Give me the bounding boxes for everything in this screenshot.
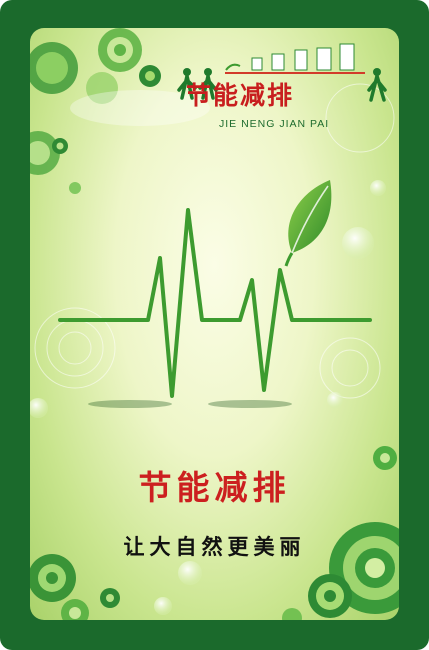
decorative-circles-top-left	[30, 28, 161, 194]
logo-figures-icon	[177, 43, 387, 102]
bubbles	[30, 180, 386, 615]
pulse-line-icon	[58, 180, 372, 408]
logo-subtitle: JIE NENG JIAN PAI	[219, 118, 330, 130]
faint-rings	[34, 83, 395, 399]
decorative-circles-bottom-right	[282, 446, 399, 620]
cloud-shape	[70, 90, 210, 126]
background-decoration	[30, 28, 399, 620]
headline: 节能减排	[138, 468, 291, 507]
slogan: 让大自然更美丽	[123, 535, 306, 559]
poster-panel	[30, 28, 399, 620]
decorative-circles-bottom-left	[30, 554, 120, 620]
logo-title: 节能减排	[186, 81, 295, 110]
